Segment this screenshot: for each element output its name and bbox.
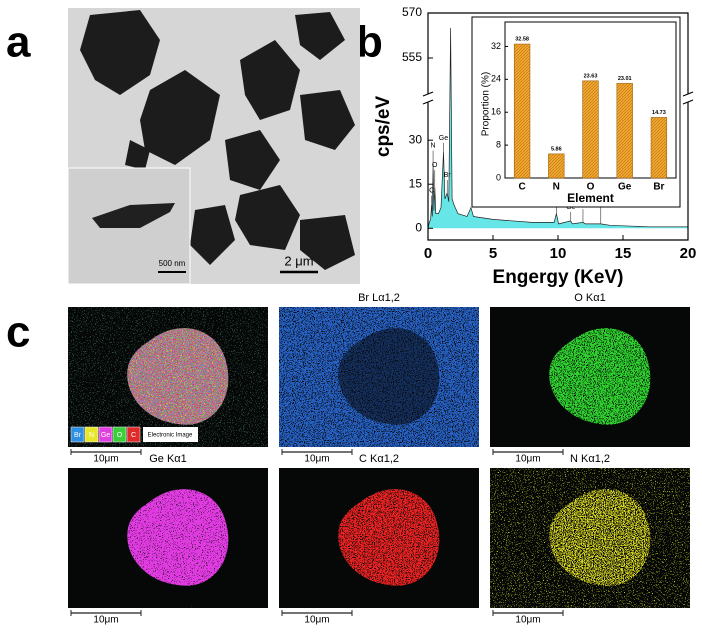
bar xyxy=(616,83,633,179)
legend-chip xyxy=(98,426,113,443)
bar xyxy=(548,153,565,179)
x-axis-title: Element xyxy=(567,191,614,205)
bar xyxy=(582,80,599,179)
map-panel xyxy=(279,468,479,608)
scale-bar-ends xyxy=(281,449,353,455)
y-tick-label: 32 xyxy=(491,41,501,51)
y-tick-label: 555 xyxy=(402,50,422,64)
x-tick-label: Br xyxy=(653,182,664,193)
annotation: C xyxy=(429,188,434,195)
y-tick-label: 570 xyxy=(402,5,422,19)
legend-chip xyxy=(70,426,85,443)
legend-caption: Electronic Image xyxy=(148,433,193,439)
legend-label: Br xyxy=(74,432,82,439)
scale-bar-ends xyxy=(70,610,142,616)
data-label: 5.86 xyxy=(551,146,562,152)
panel-label: c xyxy=(6,308,30,357)
scale-bar-ends xyxy=(281,610,353,616)
axis-break xyxy=(682,91,694,105)
map-title: N Kα1,2 xyxy=(570,453,610,465)
scale-bar-ends xyxy=(492,610,564,616)
y-tick-label: 24 xyxy=(491,74,501,84)
x-tick-label: 0 xyxy=(424,245,432,262)
y-axis-title: cps/eV xyxy=(373,96,394,158)
scale-bar-label: 10μm xyxy=(304,615,329,626)
annotation: Br xyxy=(444,172,452,179)
annotation: O xyxy=(432,162,438,169)
spectrum-area xyxy=(428,28,688,229)
tem-image: 500 nm 2 μm xyxy=(67,8,360,285)
data-label: 14.73 xyxy=(652,110,666,116)
data-label: 23.01 xyxy=(618,76,632,82)
annotation: Ge xyxy=(439,135,448,142)
x-tick-label: C xyxy=(518,182,525,193)
map-panel xyxy=(490,468,690,608)
x-axis-title: Engergy (KeV) xyxy=(493,267,624,288)
y-tick-label: 0 xyxy=(415,220,422,234)
legend-chip xyxy=(126,426,141,443)
map-title: C Kα1,2 xyxy=(359,453,399,465)
map-panel xyxy=(279,307,479,447)
y-tick-label: 16 xyxy=(491,107,501,117)
scale-bar-ends xyxy=(492,449,564,455)
axis-break xyxy=(422,91,434,105)
y-tick-label: 15 xyxy=(409,176,423,190)
legend-caption-box xyxy=(143,427,198,442)
y-tick-label: 8 xyxy=(496,139,501,149)
data-label: 32.58 xyxy=(515,37,529,43)
map-particle xyxy=(338,328,440,425)
x-tick-label: 20 xyxy=(680,245,697,262)
scale-bar-label: 10μm xyxy=(93,454,118,465)
legend-label: O xyxy=(117,432,123,439)
y-tick-label: 0 xyxy=(496,172,501,182)
bar xyxy=(513,43,531,179)
y-tick-label: 30 xyxy=(409,132,423,146)
legend-chip xyxy=(112,426,127,443)
x-tick-label: 5 xyxy=(489,245,497,262)
legend-label: N xyxy=(89,432,94,439)
map-panel xyxy=(68,468,268,608)
x-tick-label: 10 xyxy=(550,245,567,262)
scale-bar-ends xyxy=(70,449,142,455)
map-title: O Kα1 xyxy=(574,292,605,304)
y-axis-title: Proportion (%) xyxy=(481,72,492,136)
map-panel xyxy=(490,307,690,447)
panel-label: a xyxy=(6,18,31,67)
scale-bar-label: 500 nm xyxy=(159,259,186,268)
x-tick-label: O xyxy=(587,182,595,193)
scale-bar-label: 2 μm xyxy=(284,253,313,268)
elemental-mapping: 10μm Br Lα1,2 10μm O Kα1 10μm Ge Kα1 10μm C Kα1… xyxy=(68,292,690,626)
data-label: 23.63 xyxy=(584,73,598,79)
map-title: Ge Kα1 xyxy=(149,453,187,465)
legend-label: Ge xyxy=(101,432,110,439)
scale-bar-label: 10μm xyxy=(93,615,118,626)
x-tick-label: 15 xyxy=(615,245,632,262)
map-panel xyxy=(68,307,268,447)
scale-bar-label: 10μm xyxy=(304,454,329,465)
x-tick-label: Ge xyxy=(618,182,632,193)
legend-chip xyxy=(84,426,99,443)
spectrum-line xyxy=(427,27,688,229)
scale-bar-label: 10μm xyxy=(515,615,540,626)
annotation: N xyxy=(431,143,436,150)
panel-label: b xyxy=(356,18,383,67)
legend-label: C xyxy=(131,432,136,439)
inset-bar-chart: 0 8 16 24 32 32.58 C 5.86 N 23.63 O 23.01 Ge 14.73 Br E… xyxy=(471,16,681,208)
bar xyxy=(650,117,668,179)
scale-bar-label: 10μm xyxy=(515,454,540,465)
map-title: Br Lα1,2 xyxy=(358,292,400,304)
x-tick-label: N xyxy=(553,182,560,193)
